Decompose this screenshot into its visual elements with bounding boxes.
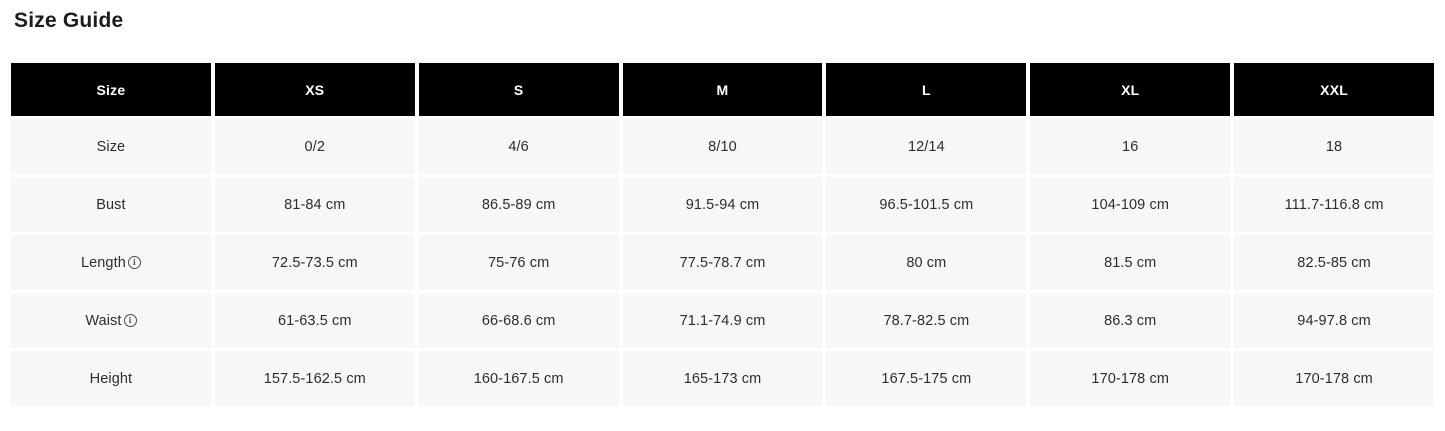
table-cell: 81-84 cm <box>214 177 415 232</box>
size-guide-table: Size XS S M L XL XXL Size 0/2 4/6 8/10 1… <box>11 63 1434 406</box>
table-cell: 61-63.5 cm <box>214 293 415 348</box>
page-title: Size Guide <box>14 9 124 32</box>
table-cell: 170-178 cm <box>1234 351 1434 406</box>
column-header-xl: XL <box>1030 63 1231 116</box>
column-header-s: S <box>418 63 619 116</box>
table-cell: 0/2 <box>214 119 415 174</box>
table-cell: 157.5-162.5 cm <box>214 351 415 406</box>
table-cell: 81.5 cm <box>1030 235 1231 290</box>
table-cell: 165-173 cm <box>622 351 823 406</box>
table-cell: 75-76 cm <box>418 235 619 290</box>
column-header-l: L <box>826 63 1027 116</box>
row-label-length: Length i <box>11 235 211 290</box>
table-cell: 72.5-73.5 cm <box>214 235 415 290</box>
table-cell: 80 cm <box>826 235 1027 290</box>
table-cell: 8/10 <box>622 119 823 174</box>
table-cell: 86.3 cm <box>1030 293 1231 348</box>
row-label-size: Size <box>11 119 211 174</box>
table-cell: 104-109 cm <box>1030 177 1231 232</box>
table-cell: 91.5-94 cm <box>622 177 823 232</box>
table-cell: 86.5-89 cm <box>418 177 619 232</box>
info-icon[interactable]: i <box>123 314 137 327</box>
table-cell: 12/14 <box>826 119 1027 174</box>
table-cell: 82.5-85 cm <box>1234 235 1434 290</box>
column-header-size: Size <box>11 63 211 116</box>
table-cell: 111.7-116.8 cm <box>1234 177 1434 232</box>
column-header-m: M <box>622 63 823 116</box>
table-cell: 78.7-82.5 cm <box>826 293 1027 348</box>
table-cell: 170-178 cm <box>1030 351 1231 406</box>
table-cell: 18 <box>1234 119 1434 174</box>
row-label-bust: Bust <box>11 177 211 232</box>
table-cell: 96.5-101.5 cm <box>826 177 1027 232</box>
table-cell: 77.5-78.7 cm <box>622 235 823 290</box>
info-icon[interactable]: i <box>127 256 141 269</box>
row-label-text: Waist <box>85 312 122 329</box>
row-label-waist: Waist i <box>11 293 211 348</box>
table-cell: 160-167.5 cm <box>418 351 619 406</box>
table-cell: 4/6 <box>418 119 619 174</box>
row-label-text: Length <box>80 254 126 271</box>
column-header-xs: XS <box>214 63 415 116</box>
table-cell: 167.5-175 cm <box>826 351 1027 406</box>
row-label-height: Height <box>11 351 211 406</box>
column-header-xxl: XXL <box>1234 63 1434 116</box>
table-cell: 94-97.8 cm <box>1234 293 1434 348</box>
table-cell: 71.1-74.9 cm <box>622 293 823 348</box>
table-cell: 16 <box>1030 119 1231 174</box>
table-cell: 66-68.6 cm <box>418 293 619 348</box>
